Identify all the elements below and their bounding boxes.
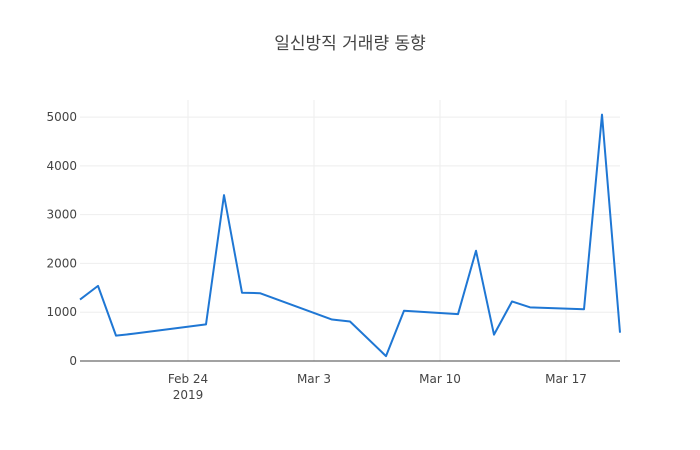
y-tick-label: 5000	[46, 110, 77, 124]
chart-title: 일신방직 거래량 동향	[274, 34, 426, 54]
y-tick-label: 2000	[46, 256, 77, 270]
x-tick-label: Feb 24	[168, 372, 208, 386]
y-tick-label: 1000	[46, 305, 77, 319]
x-tick-label: Mar 10	[419, 372, 461, 386]
y-tick-label: 4000	[46, 159, 77, 173]
series-layer	[79, 113, 621, 358]
y-tick-label: 0	[69, 354, 77, 368]
series-line	[79, 113, 621, 358]
x-tick-label: Mar 3	[297, 372, 331, 386]
grid-layer	[80, 100, 620, 361]
axis-layer: 0 1000 2000 3000 4000 5000 Feb 24 2019 Mar 3 Mar …	[46, 110, 620, 402]
y-tick-label: 3000	[46, 208, 77, 222]
x-tick-sublabel: 2019	[173, 388, 204, 402]
x-tick-label: Mar 17	[545, 372, 587, 386]
